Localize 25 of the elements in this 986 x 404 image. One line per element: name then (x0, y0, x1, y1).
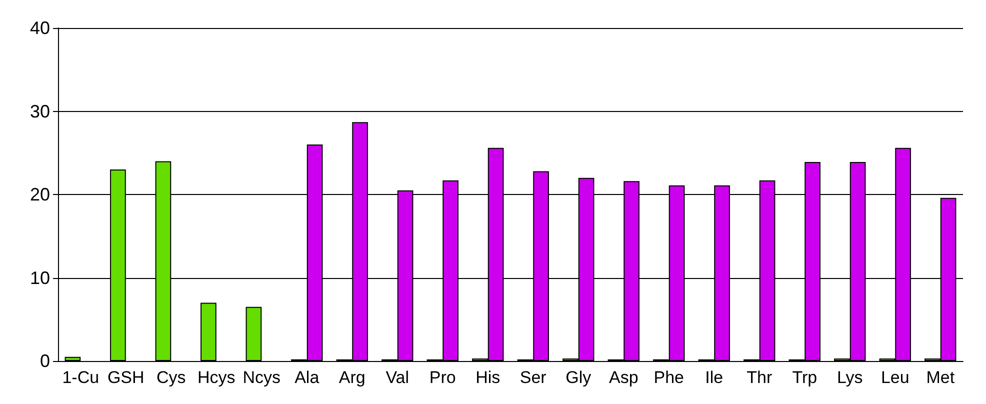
x-tick-label: Pro (429, 368, 456, 387)
x-tick-label: Met (926, 368, 955, 387)
x-tick-label: Phe (654, 368, 684, 387)
y-tick-label: 20 (30, 184, 50, 204)
x-tick-label: Trp (792, 368, 818, 387)
x-tick-label: His (476, 368, 500, 387)
x-tick-label: Thr (746, 368, 772, 387)
y-tick-label: 0 (40, 351, 50, 371)
x-tick-label: Ile (705, 368, 724, 387)
x-tick-label: Lys (836, 368, 863, 387)
x-tick-label: 1-Cu (62, 368, 100, 387)
x-tick-label: Arg (338, 368, 366, 387)
x-tick-label: Ser (520, 368, 547, 387)
y-tick-label: 40 (30, 18, 50, 38)
x-tick-label: Gly (566, 368, 592, 387)
x-tick-label: Val (386, 368, 410, 387)
x-tick-label: Ncys (242, 368, 281, 387)
y-tick-label: 30 (30, 101, 50, 122)
x-tick-label: Hcys (197, 368, 236, 387)
x-tick-label: Asp (608, 368, 638, 387)
x-tick-label: Leu (880, 368, 910, 387)
x-tick-label: Cys (156, 368, 186, 387)
x-tick-label: Ala (294, 368, 320, 387)
x-tick-label: GSH (107, 368, 144, 387)
y-tick-label: 10 (30, 268, 50, 288)
